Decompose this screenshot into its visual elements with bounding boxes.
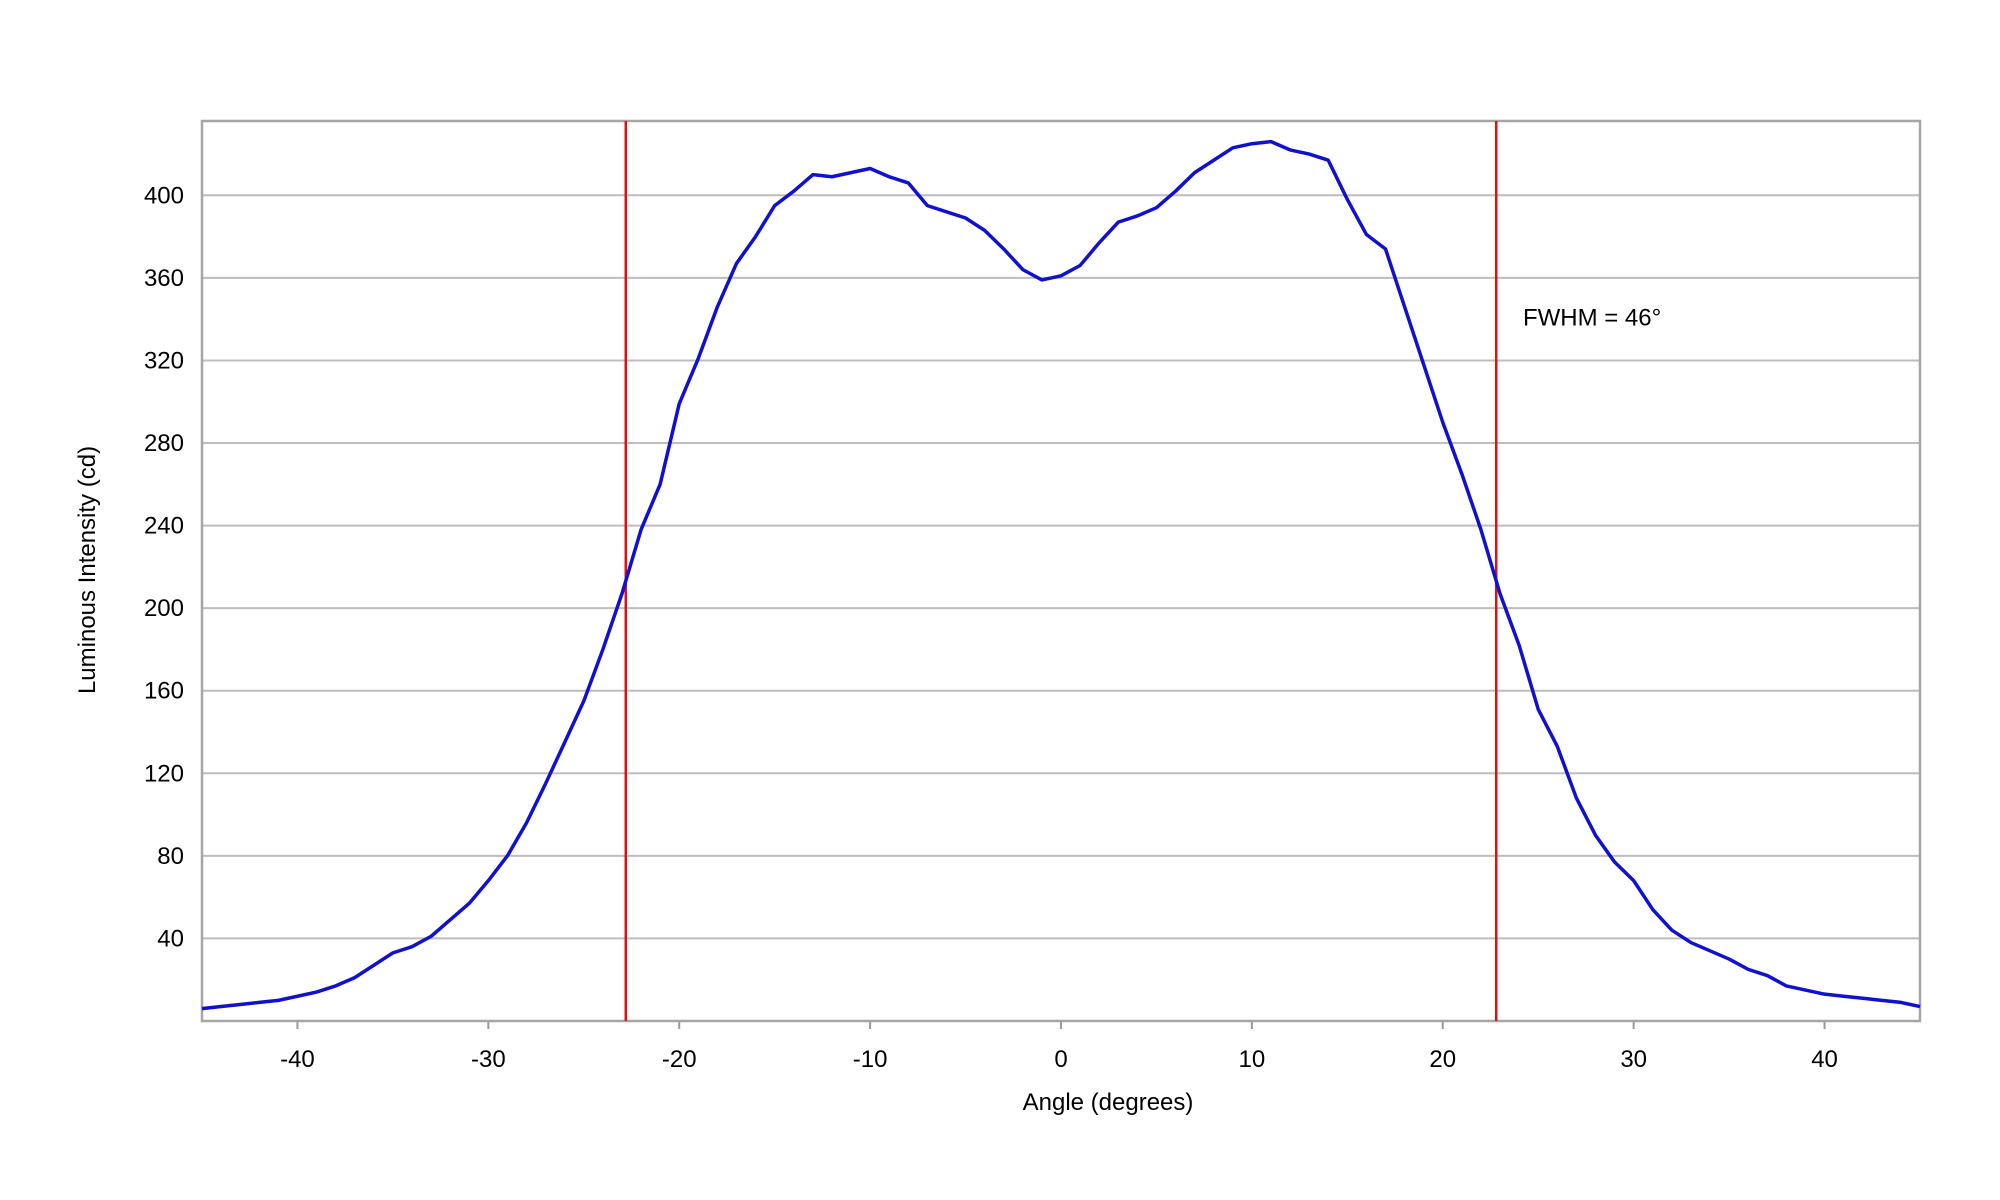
- y-tick-label: 360: [144, 265, 184, 292]
- x-tick-label: 0: [1054, 1046, 1067, 1073]
- y-tick-label: 320: [144, 347, 184, 374]
- x-tick-label: -30: [471, 1046, 506, 1073]
- y-tick-label: 400: [144, 182, 184, 209]
- x-tick-label: 20: [1429, 1046, 1456, 1073]
- annotation: FWHM = 46°: [1523, 304, 1661, 331]
- y-axis-label: Luminous Intensity (cd): [74, 446, 101, 694]
- y-tick-label: 200: [144, 595, 184, 622]
- data-line: [201, 139, 1921, 1011]
- x-tick-label: 40: [1811, 1046, 1838, 1073]
- x-tick-label: 30: [1620, 1046, 1647, 1073]
- y-tick-label: 280: [144, 430, 184, 457]
- plot-frame: [200, 119, 1922, 1023]
- x-tick-label: 10: [1239, 1046, 1266, 1073]
- x-tick-label: -10: [853, 1046, 888, 1073]
- y-tick-label: 160: [144, 678, 184, 705]
- y-tick-label: 240: [144, 513, 184, 540]
- y-tick-label: 120: [144, 760, 184, 787]
- x-tick-label: -20: [662, 1046, 697, 1073]
- y-tick-label: 80: [157, 843, 184, 870]
- x-tick-label: -40: [280, 1046, 315, 1073]
- y-tick-label: 40: [157, 925, 184, 952]
- x-axis-label: Angle (degrees): [1023, 1089, 1194, 1116]
